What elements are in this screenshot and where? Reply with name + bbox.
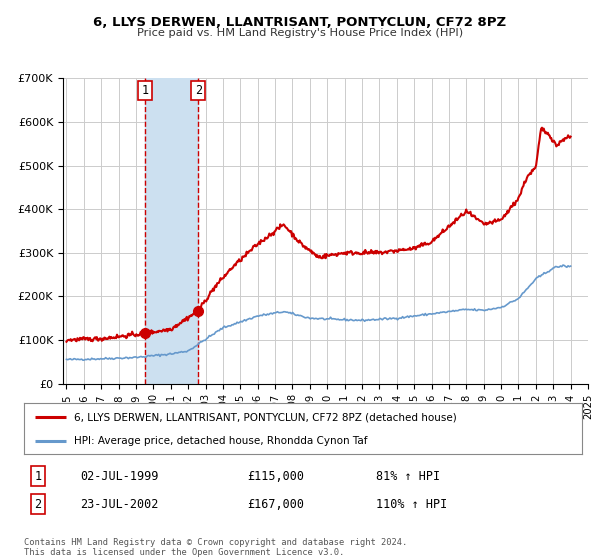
Text: 1: 1 (141, 84, 148, 97)
Text: 23-JUL-2002: 23-JUL-2002 (80, 497, 158, 511)
Text: 110% ↑ HPI: 110% ↑ HPI (376, 497, 447, 511)
Text: £167,000: £167,000 (247, 497, 304, 511)
Bar (145, 78, 198, 384)
Text: 2: 2 (194, 84, 202, 97)
Text: 1: 1 (34, 469, 41, 483)
Text: Price paid vs. HM Land Registry's House Price Index (HPI): Price paid vs. HM Land Registry's House … (137, 28, 463, 38)
Text: 02-JUL-1999: 02-JUL-1999 (80, 469, 158, 483)
Text: 81% ↑ HPI: 81% ↑ HPI (376, 469, 440, 483)
Text: Contains HM Land Registry data © Crown copyright and database right 2024.
This d: Contains HM Land Registry data © Crown c… (24, 538, 407, 557)
Text: £115,000: £115,000 (247, 469, 304, 483)
Text: 6, LLYS DERWEN, LLANTRISANT, PONTYCLUN, CF72 8PZ: 6, LLYS DERWEN, LLANTRISANT, PONTYCLUN, … (94, 16, 506, 29)
Text: 6, LLYS DERWEN, LLANTRISANT, PONTYCLUN, CF72 8PZ (detached house): 6, LLYS DERWEN, LLANTRISANT, PONTYCLUN, … (74, 412, 457, 422)
Text: HPI: Average price, detached house, Rhondda Cynon Taf: HPI: Average price, detached house, Rhon… (74, 436, 368, 446)
Text: 2: 2 (34, 497, 41, 511)
